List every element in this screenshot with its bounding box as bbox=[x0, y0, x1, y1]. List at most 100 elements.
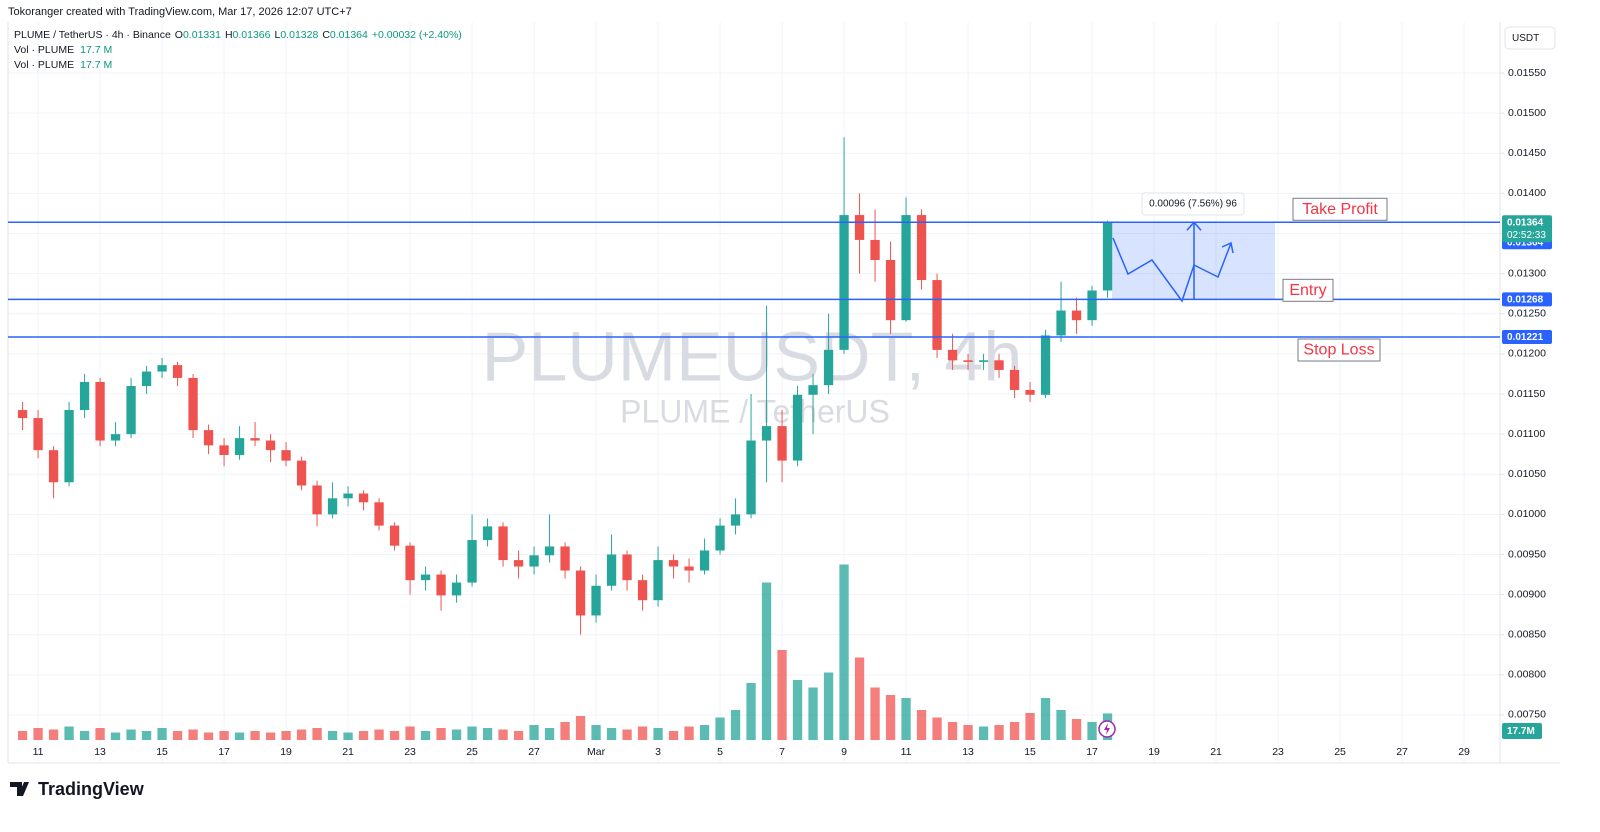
candle-body bbox=[95, 381, 105, 441]
volume-bar bbox=[157, 728, 167, 740]
currency-button[interactable] bbox=[1504, 26, 1556, 50]
candle-body bbox=[684, 566, 694, 571]
logo: TradingView bbox=[10, 779, 145, 799]
volume-bar bbox=[374, 729, 384, 740]
volume-bar bbox=[916, 710, 927, 740]
volume-bar bbox=[498, 729, 508, 740]
volume-bar bbox=[296, 729, 307, 740]
volume-bar bbox=[870, 687, 880, 740]
watermark-subtitle: PLUME / TetherUS bbox=[620, 393, 890, 429]
projection bbox=[1112, 237, 1234, 303]
candle-body bbox=[389, 525, 400, 546]
candle-body bbox=[420, 574, 431, 581]
volume-badge bbox=[1502, 723, 1542, 739]
candle-body bbox=[777, 426, 787, 461]
candle-body bbox=[358, 493, 369, 503]
candle-body bbox=[885, 259, 896, 321]
volume-bar bbox=[761, 582, 772, 740]
volume-bar bbox=[792, 680, 803, 740]
volume-bar bbox=[606, 728, 617, 740]
x-tick-label: 21 bbox=[342, 746, 354, 758]
volume-bar bbox=[33, 728, 43, 740]
volume-bar bbox=[482, 728, 493, 740]
x-tick-label: 15 bbox=[156, 746, 168, 758]
candle-body bbox=[932, 280, 942, 350]
level-label: Entry bbox=[1289, 282, 1326, 299]
candle-body bbox=[823, 349, 834, 386]
volume-bar bbox=[312, 728, 322, 740]
x-tick-label: 27 bbox=[528, 746, 540, 758]
currency[interactable]: USDT bbox=[1512, 33, 1539, 44]
volume-bar bbox=[575, 716, 586, 740]
countdown: 02:52:33 bbox=[1507, 230, 1546, 241]
candle-body bbox=[1009, 369, 1020, 390]
alert-bolt bbox=[1104, 723, 1110, 735]
ohlc-legend: PLUME / TetherUS · 4h · Binance O0.01331 H… bbox=[14, 29, 462, 41]
x-tick-label: 25 bbox=[466, 746, 478, 758]
volume-bar bbox=[808, 687, 818, 740]
last-price-badge bbox=[1502, 215, 1552, 243]
measure-label: 0.00096 (7.56%) 96 bbox=[1149, 199, 1237, 210]
candle-body bbox=[48, 450, 59, 483]
candle-body bbox=[947, 349, 958, 361]
x-tick-label: 23 bbox=[404, 746, 416, 758]
low-label: L bbox=[275, 29, 281, 41]
projection-path bbox=[1112, 237, 1232, 303]
x-tick-label: 15 bbox=[1024, 746, 1036, 758]
volume-bar bbox=[839, 564, 849, 740]
candle-body bbox=[653, 560, 663, 601]
candle-body bbox=[405, 545, 415, 581]
x-tick-label: 19 bbox=[280, 746, 292, 758]
y-tick-label: 0.01500 bbox=[1508, 107, 1546, 119]
candle-body bbox=[234, 438, 245, 455]
y-tick-label: 0.01250 bbox=[1508, 308, 1546, 320]
volume-bar bbox=[110, 732, 121, 740]
volume-bar bbox=[188, 729, 198, 740]
y-tick-label: 0.01200 bbox=[1508, 348, 1546, 360]
volume-bar bbox=[932, 717, 942, 740]
level-price: 0.01268 bbox=[1507, 294, 1544, 305]
volume-bar bbox=[1071, 719, 1082, 740]
level-label-box bbox=[1297, 338, 1381, 362]
y-tick-label: 0.01550 bbox=[1508, 67, 1546, 79]
candle-body bbox=[1056, 310, 1066, 336]
volume-bar bbox=[637, 726, 648, 740]
x-tick-label: 27 bbox=[1396, 746, 1408, 758]
candle-body bbox=[730, 514, 741, 526]
candle-body bbox=[1071, 310, 1082, 321]
candle-body bbox=[622, 554, 632, 581]
candle-body bbox=[978, 360, 989, 362]
candle-body bbox=[188, 377, 198, 431]
volume-bar bbox=[947, 722, 958, 740]
volume-bar bbox=[901, 698, 911, 740]
measure-label-box bbox=[1141, 192, 1245, 216]
candle-body bbox=[327, 498, 338, 515]
x-tick-label: 7 bbox=[779, 746, 785, 758]
volume-legend: Vol · PLUME 17.7 M bbox=[14, 44, 112, 56]
candle-body bbox=[746, 440, 756, 515]
change: +0.00032 (+2.40%) bbox=[372, 29, 462, 41]
x-tick-label: 13 bbox=[962, 746, 974, 758]
volume-bar bbox=[529, 725, 539, 740]
candle-body bbox=[126, 385, 136, 435]
volume-legend-value: 17.7 M bbox=[80, 59, 112, 71]
volume-bar bbox=[250, 731, 260, 740]
candle-body bbox=[482, 526, 493, 541]
y-tick-label: 0.01000 bbox=[1508, 508, 1546, 520]
volume-bar bbox=[978, 726, 989, 740]
plot bbox=[17, 137, 1275, 740]
volume-bar bbox=[854, 657, 865, 740]
y-tick-label: 0.00850 bbox=[1508, 629, 1546, 641]
candle-body bbox=[761, 426, 772, 441]
candle-body bbox=[172, 365, 183, 378]
candle-body bbox=[64, 410, 74, 483]
candle-body bbox=[157, 365, 167, 372]
candle-body bbox=[451, 582, 462, 596]
volume-bar bbox=[203, 732, 214, 740]
volume-bar bbox=[17, 731, 28, 740]
volume-bar bbox=[591, 725, 601, 740]
volume-bar bbox=[48, 729, 59, 740]
volume-bar bbox=[963, 725, 973, 740]
volume-bar bbox=[64, 726, 74, 740]
volume-bar bbox=[172, 731, 183, 740]
